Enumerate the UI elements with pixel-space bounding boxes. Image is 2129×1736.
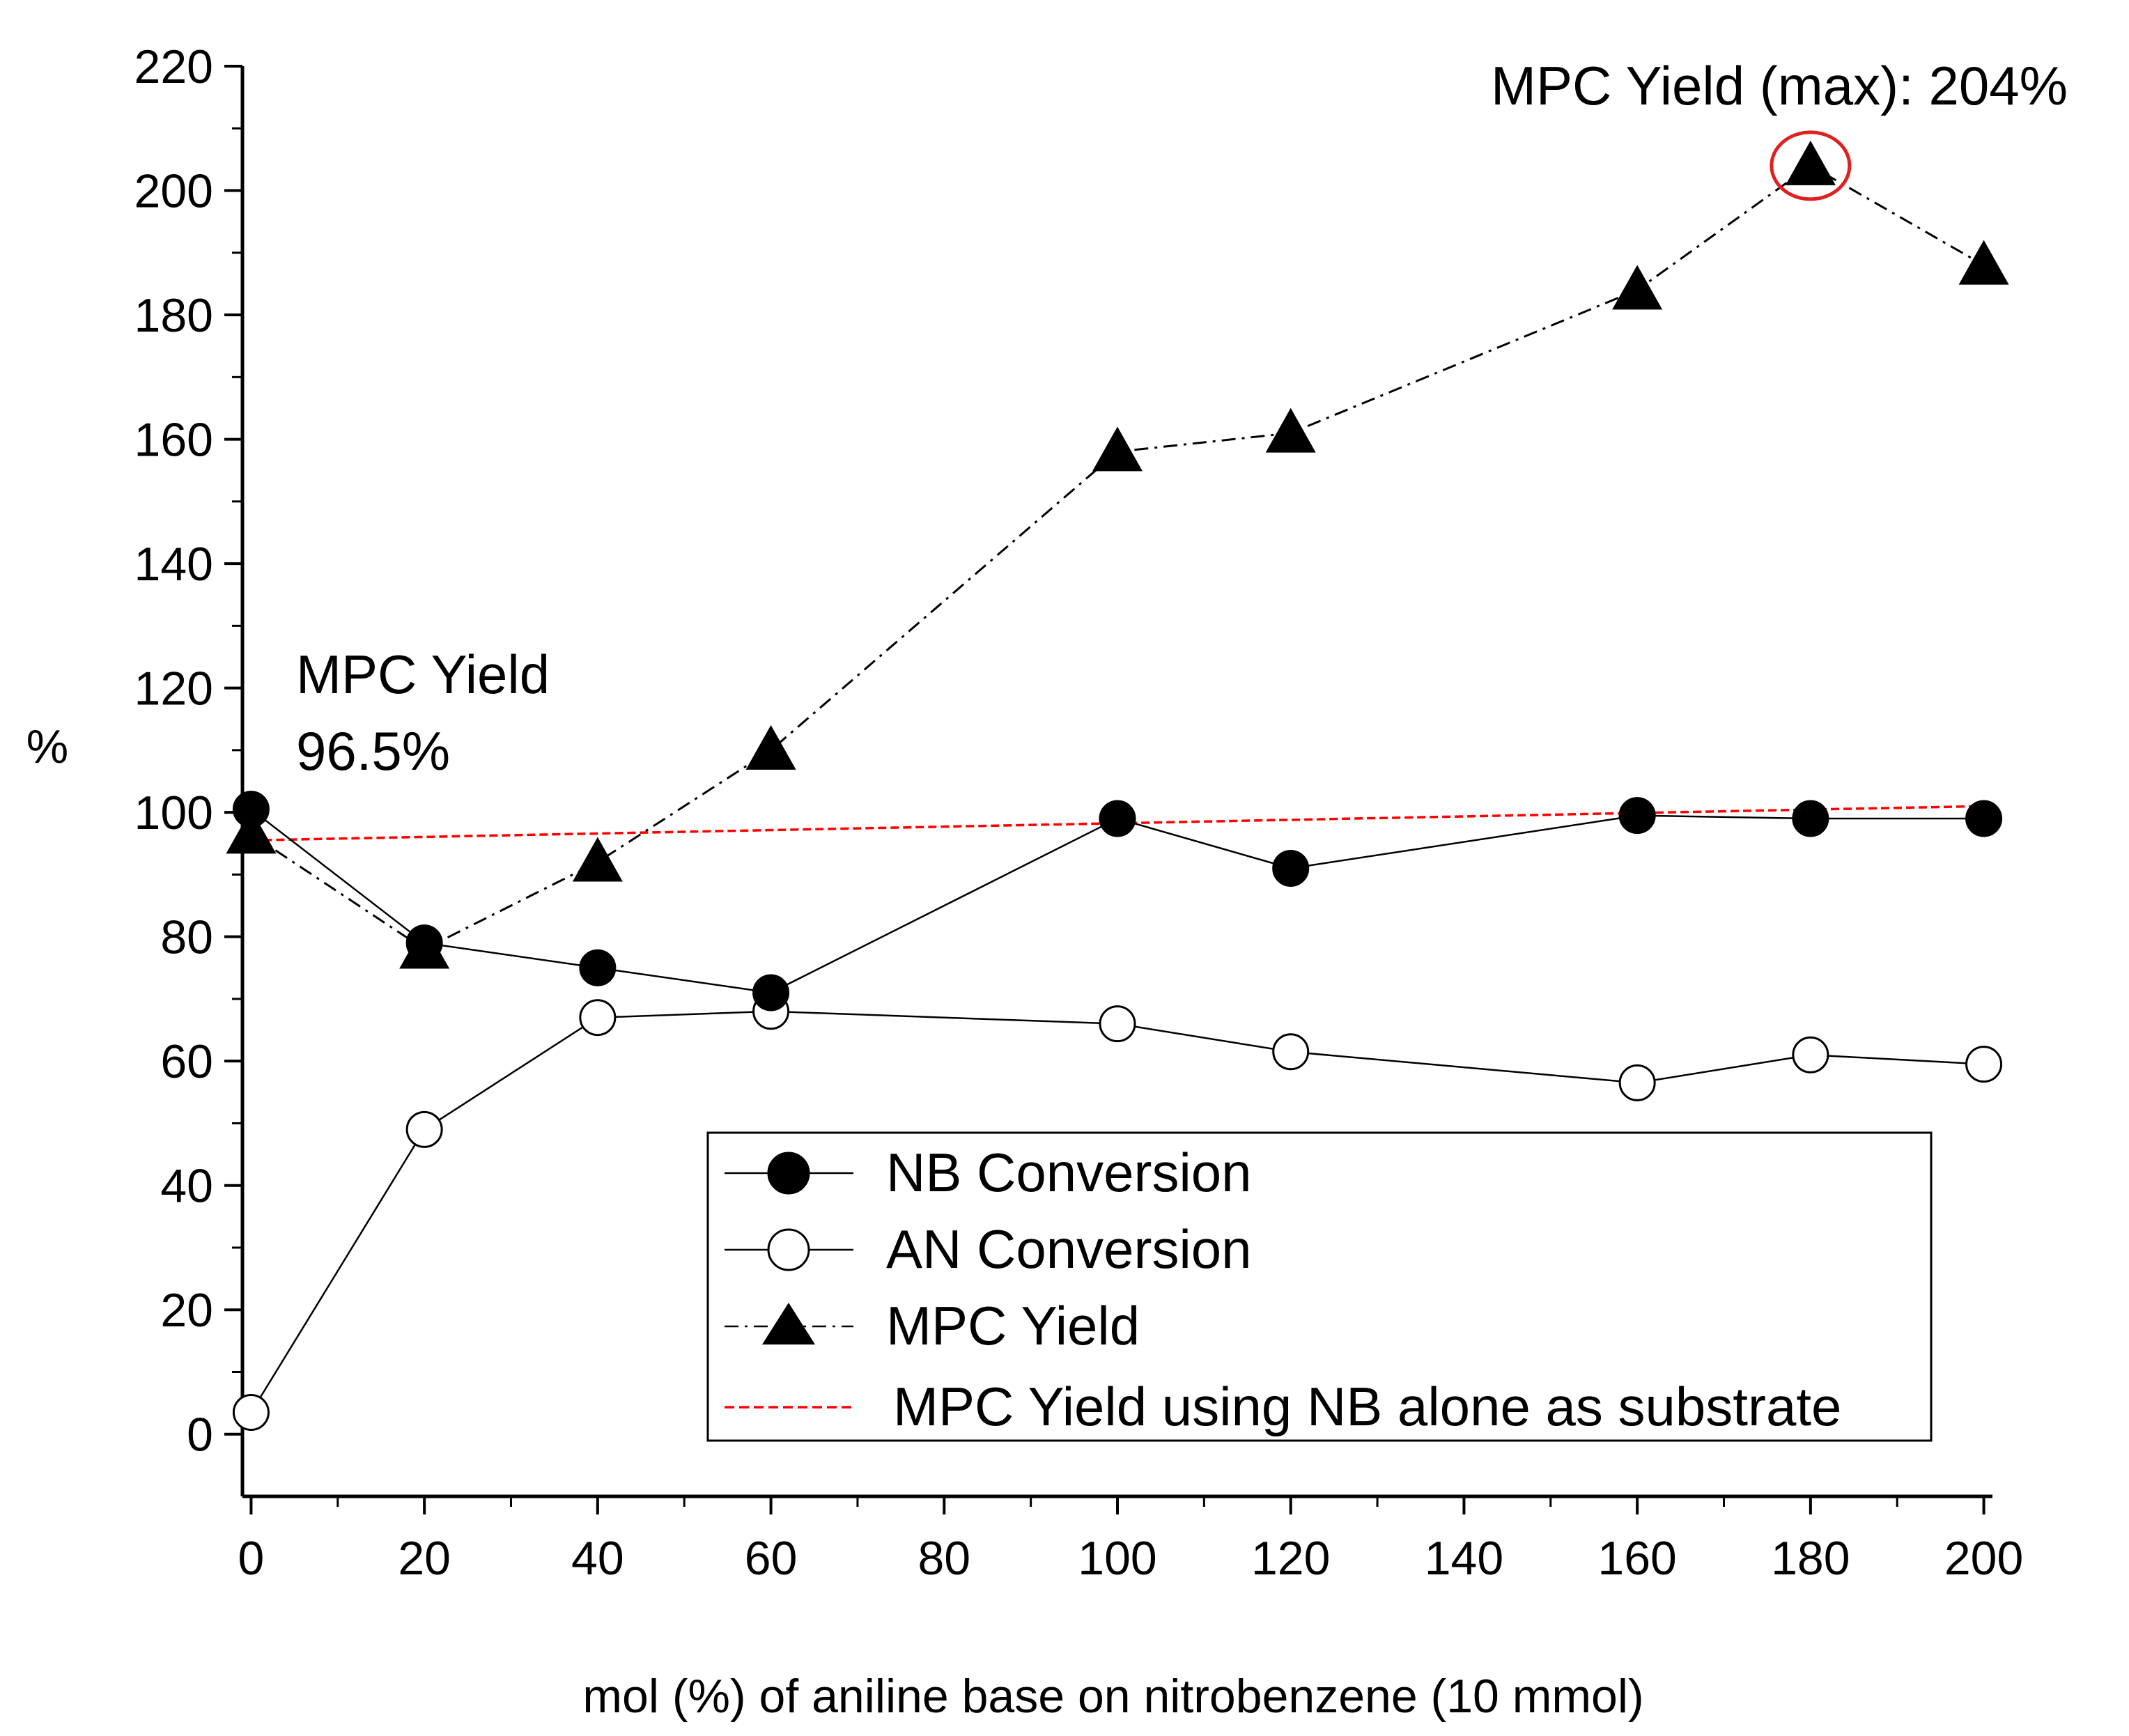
point-an bbox=[1272, 1033, 1310, 1071]
x-tick-label: 160 bbox=[1597, 1532, 1676, 1585]
x-tick-label: 120 bbox=[1251, 1532, 1330, 1585]
legend-marker-mpc bbox=[762, 1303, 815, 1344]
point-an bbox=[232, 1393, 270, 1431]
legend-marker-an bbox=[767, 1228, 810, 1271]
annotation-max-yield: MPC Yield (max): 204% bbox=[1491, 55, 2068, 116]
y-tick-label: 120 bbox=[134, 662, 213, 715]
legend-label-nb: NB Conversion bbox=[886, 1142, 1252, 1203]
y-tick-label: 180 bbox=[134, 289, 213, 342]
x-tick-label: 140 bbox=[1425, 1532, 1503, 1585]
y-tick-label: 60 bbox=[160, 1035, 213, 1088]
x-tick-label: 40 bbox=[571, 1532, 624, 1585]
point-nb bbox=[579, 949, 617, 986]
legend: NB Conversion AN Conversion MPC Yield MP… bbox=[706, 1131, 1933, 1442]
point-nb bbox=[1792, 800, 1829, 837]
x-tick-label: 0 bbox=[238, 1532, 265, 1585]
x-tick-label: 200 bbox=[1944, 1532, 2023, 1585]
point-an bbox=[1792, 1036, 1829, 1074]
point-nb bbox=[752, 974, 790, 1012]
x-tick-label: 60 bbox=[745, 1532, 798, 1585]
y-tick-label: 20 bbox=[160, 1284, 213, 1337]
point-an bbox=[1099, 1005, 1136, 1043]
point-an bbox=[405, 1110, 443, 1148]
point-mpc bbox=[226, 809, 277, 854]
point-mpc bbox=[399, 924, 450, 969]
point-an bbox=[1618, 1064, 1656, 1101]
point-nb bbox=[1272, 849, 1310, 887]
legend-label-mpc: MPC Yield bbox=[886, 1295, 1140, 1356]
point-mpc bbox=[1092, 426, 1143, 472]
point-mpc bbox=[1265, 408, 1316, 453]
point-mpc bbox=[1612, 265, 1663, 310]
y-tick-label: 100 bbox=[134, 786, 213, 839]
annotation-start-label: MPC Yield bbox=[296, 644, 550, 705]
max-highlight-circle bbox=[1770, 130, 1852, 201]
legend-box bbox=[706, 1131, 1933, 1442]
x-tick-label: 180 bbox=[1771, 1532, 1850, 1585]
legend-label-an: AN Conversion bbox=[886, 1218, 1252, 1280]
point-mpc bbox=[745, 724, 796, 770]
point-mpc bbox=[572, 837, 623, 882]
y-tick-label: 200 bbox=[134, 165, 213, 218]
point-nb bbox=[1618, 797, 1656, 835]
point-mpc bbox=[1958, 240, 2009, 285]
axes: 0 20 40 60 80 100 120 140 160 180 200 220 0 20 40 60 80 1… bbox=[134, 40, 2024, 1585]
plot-area bbox=[226, 130, 2009, 1431]
annotation-start-value: 96.5% bbox=[296, 720, 450, 782]
legend-marker-nb bbox=[767, 1152, 810, 1195]
point-mpc bbox=[1785, 140, 1836, 185]
point-nb bbox=[1965, 800, 2003, 837]
y-tick-label: 80 bbox=[160, 911, 213, 964]
x-tick-label: 80 bbox=[918, 1532, 970, 1585]
y-tick-label: 140 bbox=[134, 538, 213, 591]
point-an bbox=[579, 999, 617, 1037]
x-tick-label: 100 bbox=[1078, 1532, 1156, 1585]
y-tick-label: 0 bbox=[187, 1409, 213, 1462]
y-axis-title: % bbox=[26, 720, 68, 773]
point-an bbox=[1965, 1046, 2003, 1083]
legend-label-nb-alone: MPC Yield using NB alone as substrate bbox=[893, 1376, 1841, 1437]
x-axis-title: mol (%) of aniline base on nitrobenzene … bbox=[582, 1670, 1643, 1723]
x-tick-label: 20 bbox=[398, 1532, 451, 1585]
y-tick-label: 160 bbox=[134, 414, 213, 467]
y-tick-label: 220 bbox=[134, 40, 213, 93]
point-nb bbox=[1099, 800, 1136, 837]
y-tick-label: 40 bbox=[160, 1160, 213, 1213]
